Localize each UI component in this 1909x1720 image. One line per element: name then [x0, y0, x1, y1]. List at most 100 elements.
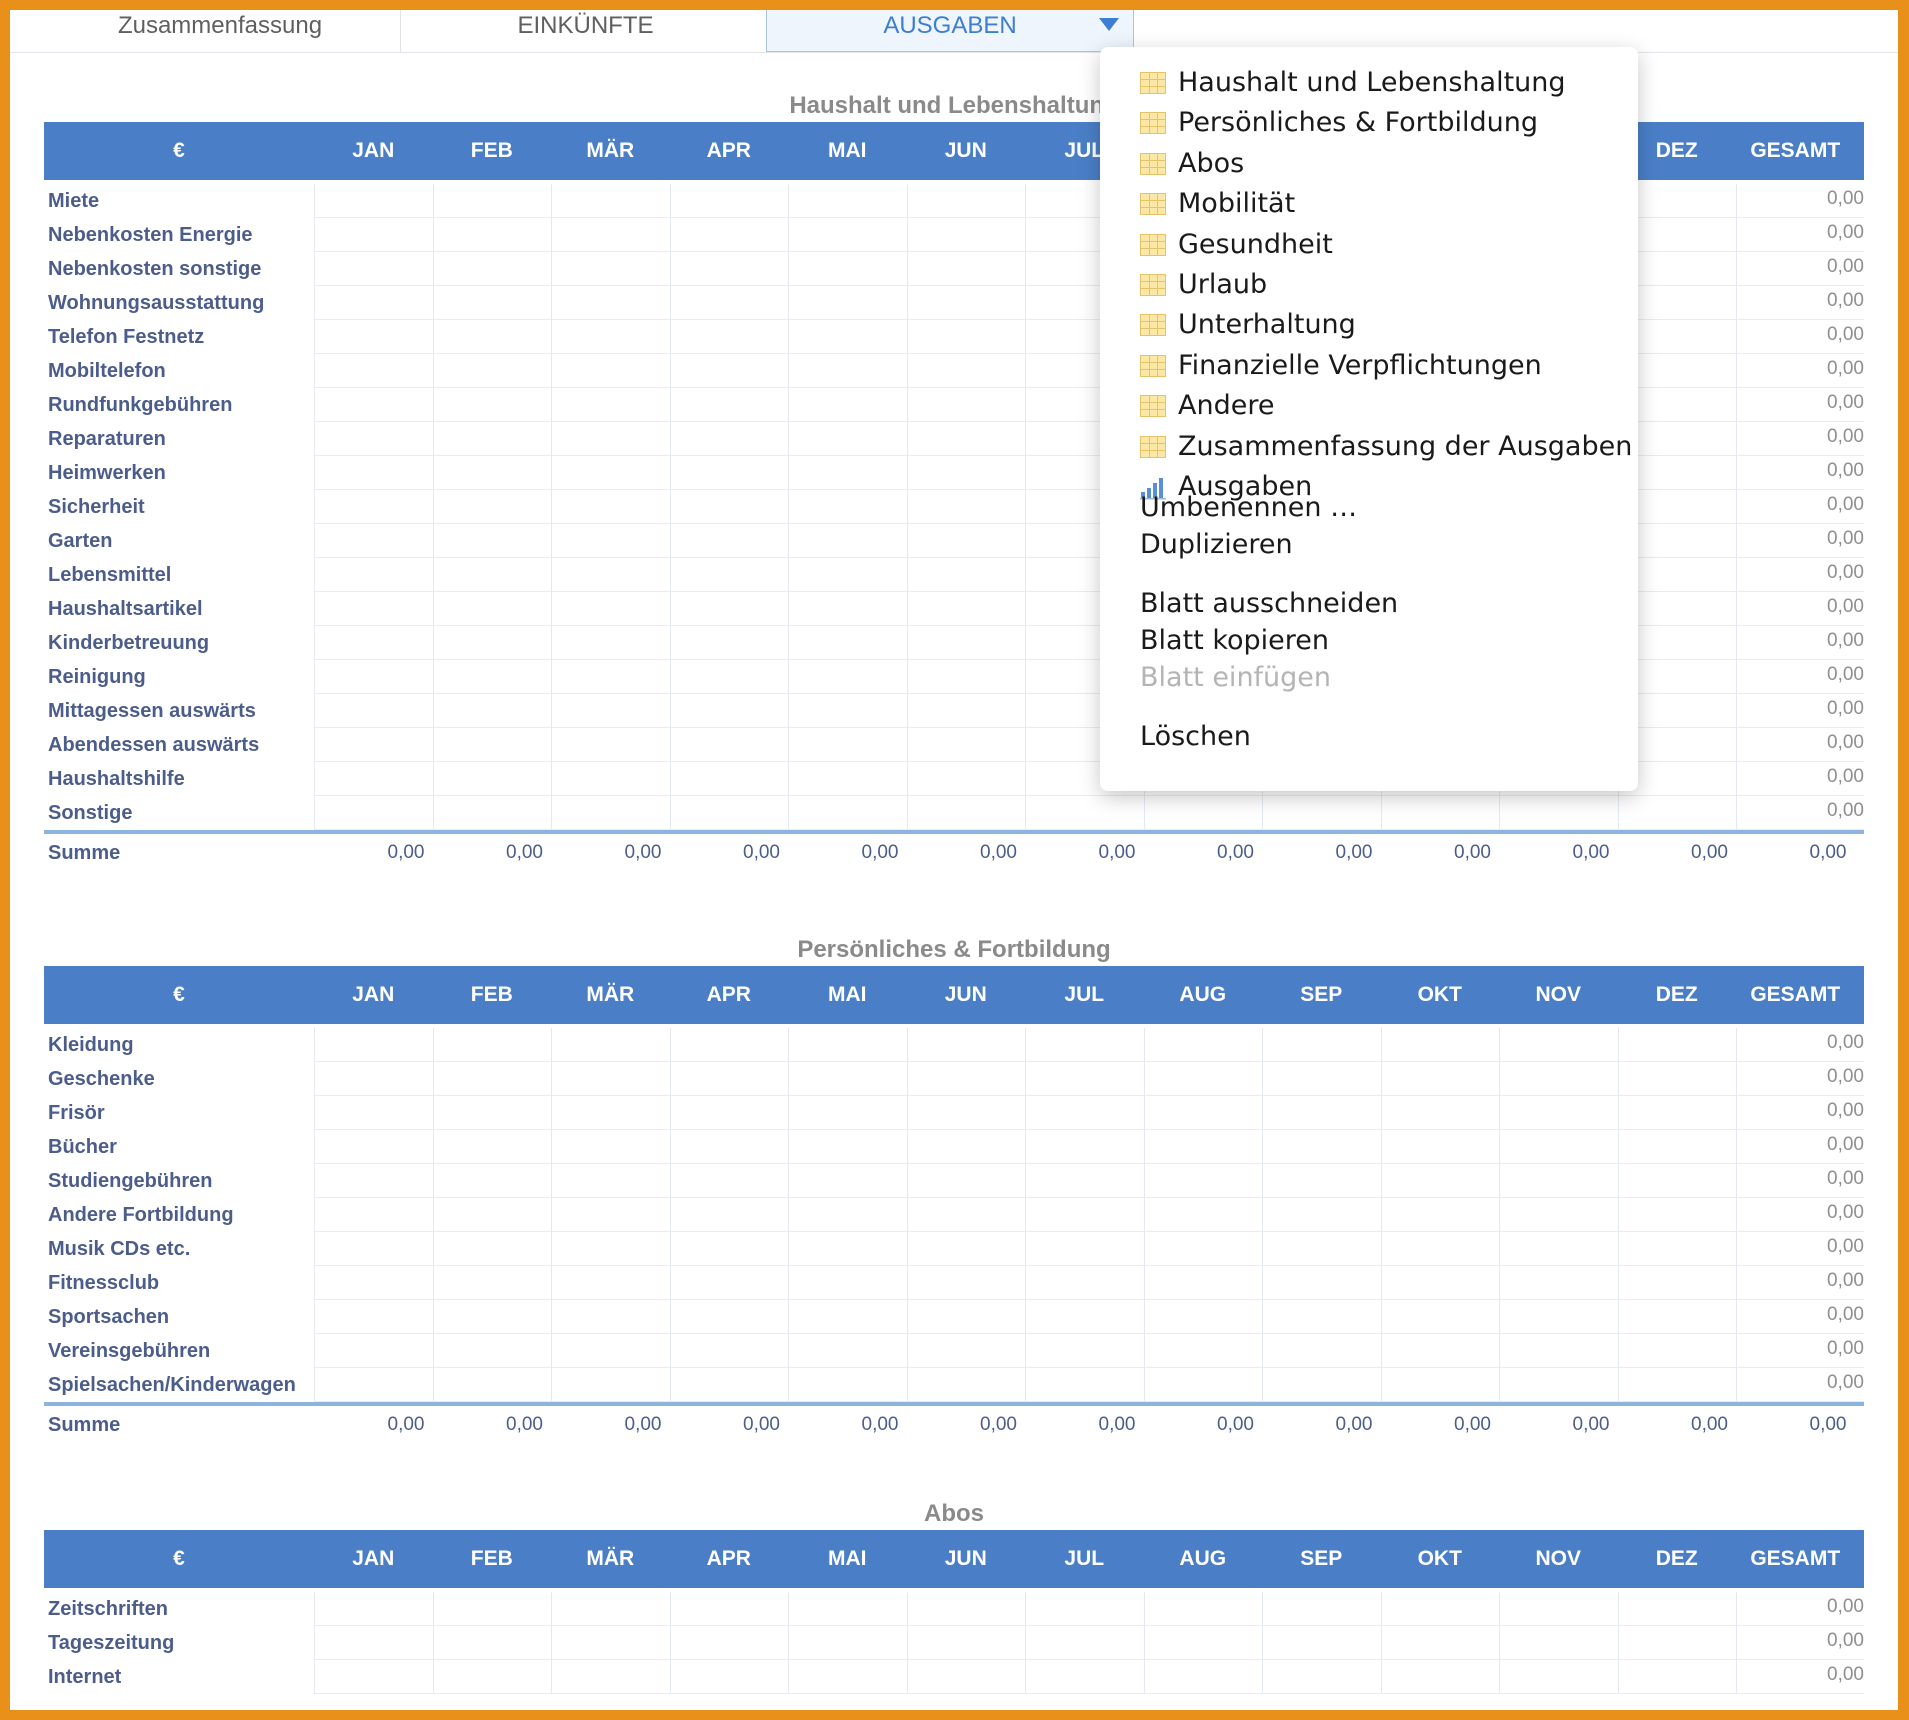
table-row[interactable]: Studiengebühren 0,00	[48, 1164, 1864, 1198]
menu-action[interactable]: Löschen	[1140, 721, 1251, 752]
table-row[interactable]: Zeitschriften 0,00	[48, 1592, 1864, 1626]
grid-line	[1499, 1028, 1500, 1402]
menu-item-sheet[interactable]: Urlaub	[1100, 265, 1638, 305]
sum-value: 0,00	[506, 1414, 543, 1435]
column-header: GESAMT	[1750, 139, 1841, 162]
menu-item-sheet[interactable]: Ausgaben	[1100, 467, 1638, 507]
row-total[interactable]: 0,00	[1827, 256, 1864, 277]
row-total[interactable]: 0,00	[1827, 494, 1864, 515]
row-total[interactable]: 0,00	[1827, 392, 1864, 413]
chevron-down-icon[interactable]	[1099, 18, 1119, 31]
row-total[interactable]: 0,00	[1827, 1338, 1864, 1359]
row-total[interactable]: 0,00	[1827, 1304, 1864, 1325]
grid-line	[906, 1592, 908, 1694]
row-total[interactable]: 0,00	[1827, 426, 1864, 447]
row-total[interactable]: 0,00	[1827, 290, 1864, 311]
table-row[interactable]: Sicherheit 0,00	[48, 490, 1864, 524]
table-row[interactable]: Mobiltelefon 0,00	[48, 354, 1864, 388]
menu-item-sheet[interactable]: Haushalt und Lebenshaltung	[1100, 63, 1638, 103]
grid-line	[788, 184, 789, 830]
row-total[interactable]: 0,00	[1827, 1372, 1864, 1393]
menu-item-sheet[interactable]: Unterhaltung	[1100, 305, 1638, 345]
row-divider	[314, 1232, 1864, 1266]
tab-ausgaben-label: AUSGABEN	[883, 12, 1017, 39]
table-row[interactable]: Mittagessen auswärts 0,00	[48, 694, 1864, 728]
row-total[interactable]: 0,00	[1827, 324, 1864, 345]
table-row[interactable]: Bücher 0,00	[48, 1130, 1864, 1164]
row-total[interactable]: 0,00	[1827, 1066, 1864, 1087]
row-total[interactable]: 0,00	[1827, 664, 1864, 685]
row-total[interactable]: 0,00	[1827, 528, 1864, 549]
menu-item-sheet[interactable]: Gesundheit	[1100, 225, 1638, 265]
menu-action[interactable]: Blatt kopieren	[1140, 625, 1329, 656]
row-total[interactable]: 0,00	[1827, 1270, 1864, 1291]
row-label: Heimwerken	[48, 462, 166, 484]
row-total[interactable]: 0,00	[1827, 1168, 1864, 1189]
table-row[interactable]: Nebenkosten Energie 0,00	[48, 218, 1864, 252]
table-row[interactable]: Kleidung 0,00	[48, 1028, 1864, 1062]
sum-value: 0,00	[387, 1414, 425, 1435]
row-total[interactable]: 0,00	[1827, 698, 1864, 719]
tab-zusammenfassung[interactable]: Zusammenfassung	[117, 12, 323, 39]
row-total[interactable]: 0,00	[1827, 1100, 1864, 1121]
table-row[interactable]: Reparaturen 0,00	[48, 422, 1864, 456]
row-total[interactable]: 0,00	[1827, 1236, 1864, 1257]
table-row[interactable]: Andere Fortbildung 0,00	[48, 1198, 1864, 1232]
table-row[interactable]: Haushaltshilfe 0,00	[48, 762, 1864, 796]
table-row[interactable]: Rundfunkgebühren 0,00	[48, 388, 1864, 422]
table-row[interactable]: Telefon Festnetz 0,00	[48, 320, 1864, 354]
table-row[interactable]: Vereinsgebühren 0,00	[48, 1334, 1864, 1368]
menu-item-sheet[interactable]: Mobilität	[1100, 184, 1638, 224]
row-total[interactable]: 0,00	[1827, 596, 1864, 617]
row-total[interactable]: 0,00	[1827, 358, 1864, 379]
row-divider	[314, 320, 1864, 354]
row-total[interactable]: 0,00	[1827, 1202, 1864, 1223]
menu-action[interactable]: Duplizieren	[1140, 529, 1293, 560]
row-total[interactable]: 0,00	[1827, 562, 1864, 583]
menu-action[interactable]: Umbenennen …	[1140, 492, 1358, 523]
menu-action[interactable]: Blatt ausschneiden	[1140, 588, 1399, 619]
table-row[interactable]: Fitnessclub 0,00	[48, 1266, 1864, 1300]
menu-item-sheet[interactable]: Zusammenfassung der Ausgaben	[1100, 427, 1638, 467]
table-row[interactable]: Sportsachen 0,00	[48, 1300, 1864, 1334]
table-row[interactable]: Frisör 0,00	[48, 1096, 1864, 1130]
table-row[interactable]: Internet 0,00	[48, 1660, 1864, 1694]
menu-item-sheet[interactable]: Abos	[1100, 144, 1638, 184]
grid-line	[314, 1028, 315, 1402]
menu-item-sheet[interactable]: Andere	[1100, 386, 1638, 426]
row-label: Sportsachen	[48, 1306, 170, 1328]
row-total[interactable]: 0,00	[1827, 732, 1864, 753]
table-row[interactable]: Lebensmittel 0,00	[48, 558, 1864, 592]
row-total[interactable]: 0,00	[1827, 222, 1864, 243]
table-row[interactable]: Geschenke 0,00	[48, 1062, 1864, 1096]
table-row[interactable]: Sonstige 0,00	[48, 796, 1864, 830]
table-row[interactable]: Tageszeitung 0,00	[48, 1626, 1864, 1660]
row-total[interactable]: 0,00	[1827, 1596, 1864, 1617]
table-row[interactable]: Abendessen auswärts 0,00	[48, 728, 1864, 762]
table-row[interactable]: Wohnungsausstattung 0,00	[48, 286, 1864, 320]
table-row[interactable]: Garten 0,00	[48, 524, 1864, 558]
table-row[interactable]: Haushaltsartikel 0,00	[48, 592, 1864, 626]
tab-ausgaben[interactable]: AUSGABEN	[766, 10, 1134, 52]
column-header: JUN	[944, 1547, 987, 1570]
row-total[interactable]: 0,00	[1827, 630, 1864, 651]
section-title: Persönliches & Fortbildung	[797, 936, 1111, 963]
row-total[interactable]: 0,00	[1827, 1664, 1864, 1685]
table-row[interactable]: Nebenkosten sonstige 0,00	[48, 252, 1864, 286]
tab-einkuenfte[interactable]: EINKÜNFTE	[400, 10, 770, 52]
table-row[interactable]: Kinderbetreuung 0,00	[48, 626, 1864, 660]
row-total[interactable]: 0,00	[1827, 1134, 1864, 1155]
row-total[interactable]: 0,00	[1827, 766, 1864, 787]
row-total[interactable]: 0,00	[1827, 188, 1864, 209]
menu-item-sheet[interactable]: Finanzielle Verpflichtungen	[1100, 346, 1638, 386]
table-row[interactable]: Heimwerken 0,00	[48, 456, 1864, 490]
table-row[interactable]: Spielsachen/Kinderwagen 0,00	[48, 1368, 1864, 1402]
row-total[interactable]: 0,00	[1827, 800, 1864, 821]
table-row[interactable]: Miete 0,00	[48, 184, 1864, 218]
row-total[interactable]: 0,00	[1827, 460, 1864, 481]
row-total[interactable]: 0,00	[1827, 1032, 1864, 1053]
row-total[interactable]: 0,00	[1827, 1630, 1864, 1651]
menu-item-sheet[interactable]: Persönliches & Fortbildung	[1100, 103, 1638, 143]
table-row[interactable]: Reinigung 0,00	[48, 660, 1864, 694]
table-row[interactable]: Musik CDs etc. 0,00	[48, 1232, 1864, 1266]
